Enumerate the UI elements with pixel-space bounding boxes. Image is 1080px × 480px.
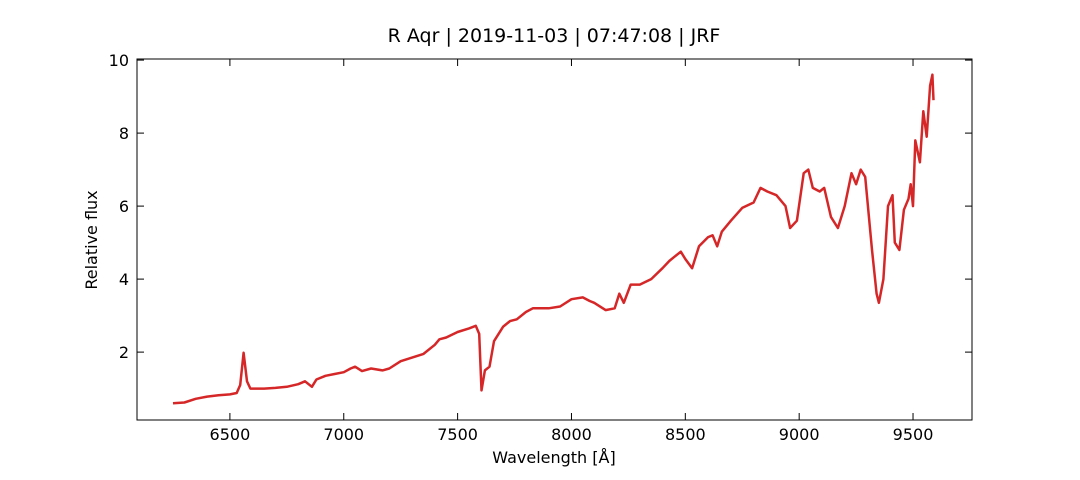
x-tick-label: 6500 <box>210 425 251 444</box>
y-tick-label: 10 <box>109 51 129 70</box>
x-tick-label: 8500 <box>665 425 706 444</box>
x-tick-label: 7000 <box>323 425 364 444</box>
plot-frame <box>136 58 973 421</box>
y-tick-label: 2 <box>119 343 129 362</box>
y-tick-label: 8 <box>119 124 129 143</box>
x-axis-label: Wavelength [Å] <box>492 448 615 467</box>
x-tick-label: 7500 <box>437 425 478 444</box>
y-axis-label: Relative flux <box>82 190 101 289</box>
x-tick-label: 9500 <box>893 425 934 444</box>
spectrum-line <box>172 73 935 405</box>
y-tick-label: 6 <box>119 197 129 216</box>
chart-title: R Aqr | 2019-11-03 | 07:47:08 | JRF <box>388 25 721 47</box>
y-tick-label: 4 <box>119 270 129 289</box>
x-tick-label: 9000 <box>779 425 820 444</box>
x-tick-label: 8000 <box>551 425 592 444</box>
